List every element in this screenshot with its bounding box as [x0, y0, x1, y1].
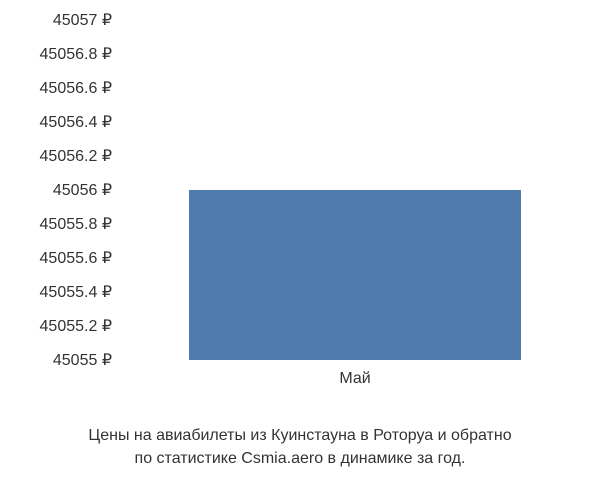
y-tick-label: 45056.6 ₽	[40, 78, 112, 98]
caption-line-2: по статистике Csmia.aero в динамике за г…	[0, 448, 600, 470]
y-tick-label: 45056.2 ₽	[40, 146, 112, 166]
y-tick-label: 45055 ₽	[53, 350, 112, 370]
y-tick-label: 45056.4 ₽	[40, 112, 112, 132]
y-tick-label: 45055.6 ₽	[40, 248, 112, 268]
y-tick-label: 45055.4 ₽	[40, 282, 112, 302]
y-axis: 45057 ₽45056.8 ₽45056.6 ₽45056.4 ₽45056.…	[0, 20, 120, 360]
x-axis-label: Май	[339, 370, 370, 388]
y-tick-label: 45055.8 ₽	[40, 214, 112, 234]
y-tick-label: 45056 ₽	[53, 180, 112, 200]
plot-area	[125, 20, 585, 360]
y-tick-label: 45056.8 ₽	[40, 44, 112, 64]
chart-area: 45057 ₽45056.8 ₽45056.6 ₽45056.4 ₽45056.…	[0, 20, 600, 400]
caption-line-1: Цены на авиабилеты из Куинстауна в Ротор…	[0, 425, 600, 447]
bar	[189, 190, 520, 360]
chart-caption: Цены на авиабилеты из Куинстауна в Ротор…	[0, 425, 600, 470]
y-tick-label: 45057 ₽	[53, 10, 112, 30]
y-tick-label: 45055.2 ₽	[40, 316, 112, 336]
